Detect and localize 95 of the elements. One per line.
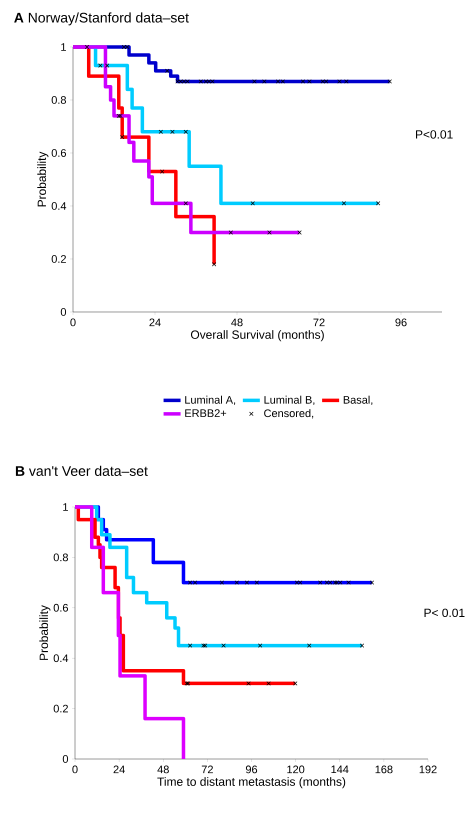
point: [125, 44, 130, 50]
point: [221, 643, 226, 648]
point: [388, 79, 392, 84]
x-axis-title: Overall Survival (months): [190, 330, 324, 342]
y-tick-label: 0.8: [54, 554, 68, 562]
point: [324, 79, 328, 84]
point: [234, 580, 239, 585]
x-tick-label: 0: [70, 318, 76, 326]
point: [186, 681, 190, 686]
point: [116, 114, 121, 118]
point: [250, 201, 255, 206]
x-tick-label: 48: [231, 318, 243, 326]
point: [344, 79, 349, 84]
annotation: P<0.01: [416, 130, 453, 139]
point: [165, 68, 170, 74]
y-tick-label: 0.6: [52, 149, 66, 157]
y-axis-title: Probability: [37, 152, 48, 206]
point: [246, 681, 251, 686]
point: [118, 114, 123, 118]
x-tick-label: 120: [287, 766, 304, 774]
point: [158, 130, 163, 134]
point: [185, 79, 190, 84]
point: [184, 130, 188, 134]
point: [84, 44, 90, 50]
point: [104, 63, 110, 68]
point: [170, 130, 175, 134]
x-tick-label: 96: [395, 318, 407, 326]
x-axis-title: Time to distant metastasis (months): [157, 777, 346, 788]
x-tick-label: 96: [246, 766, 258, 774]
y-tick-label: 0.2: [54, 704, 68, 712]
legend-label: ERBB2+: [185, 409, 226, 417]
y-tick-label: 1: [63, 503, 68, 511]
point: [370, 580, 374, 585]
point: [206, 79, 212, 84]
point: [294, 580, 300, 585]
y-tick-label: 0.8: [52, 96, 66, 104]
x-tick-label: 192: [420, 766, 437, 774]
legend-label: Basal,: [344, 396, 372, 406]
point: [298, 580, 302, 585]
point: [307, 79, 312, 84]
y-tick-label: 0: [62, 755, 68, 763]
point: [188, 643, 192, 648]
point: [120, 134, 124, 140]
chart-title: B van't Veer data–set: [16, 466, 148, 476]
x-tick-label: 72: [313, 318, 325, 326]
x-tick-label: 144: [331, 766, 349, 774]
point: [297, 230, 302, 235]
point: [184, 681, 189, 686]
x-tick-label: 168: [376, 766, 393, 774]
y-tick-label: 0.4: [54, 654, 68, 662]
point: [254, 580, 260, 585]
y-tick-label: 0.4: [52, 202, 66, 210]
point: [122, 44, 126, 50]
y-tick-label: 0.6: [54, 604, 68, 612]
point: [266, 681, 271, 686]
point: [175, 79, 180, 84]
point: [184, 201, 188, 206]
point: [262, 79, 267, 84]
x-tick-label: 72: [202, 766, 213, 774]
point: [178, 79, 183, 84]
chart-title: A Norway/Stanford data–set: [14, 12, 189, 26]
point: [98, 63, 103, 68]
legend-label: Luminal A,: [185, 396, 236, 406]
point: [376, 201, 380, 206]
x-tick-label: 24: [149, 318, 161, 326]
point: [212, 262, 216, 266]
x-tick-label: 24: [114, 766, 125, 774]
point: [160, 169, 164, 174]
y-tick-label: 0.2: [52, 255, 66, 263]
point: [267, 230, 272, 235]
y-tick-label: 1: [61, 43, 66, 51]
point: [228, 230, 234, 235]
point: [258, 643, 262, 648]
point: [182, 79, 186, 84]
x-tick-label: 48: [157, 766, 169, 774]
annotation: P< 0.01: [424, 608, 464, 618]
point: [337, 79, 342, 84]
point: [210, 79, 215, 84]
point: [252, 79, 257, 84]
point: [346, 580, 351, 585]
point: [318, 580, 322, 585]
point: [220, 580, 224, 585]
point: [342, 201, 346, 206]
y-tick-label: 0: [60, 308, 66, 316]
point: [307, 643, 312, 648]
point: [324, 580, 330, 585]
legend-label: Luminal B,: [264, 396, 314, 406]
y-axis-title: Probability: [39, 605, 50, 660]
point: [244, 580, 250, 585]
point: [293, 681, 298, 686]
point: [300, 79, 306, 84]
x-tick-label: 0: [72, 766, 78, 774]
point: [360, 643, 364, 648]
point: [320, 79, 325, 84]
legend-label: Censored,: [264, 409, 314, 418]
